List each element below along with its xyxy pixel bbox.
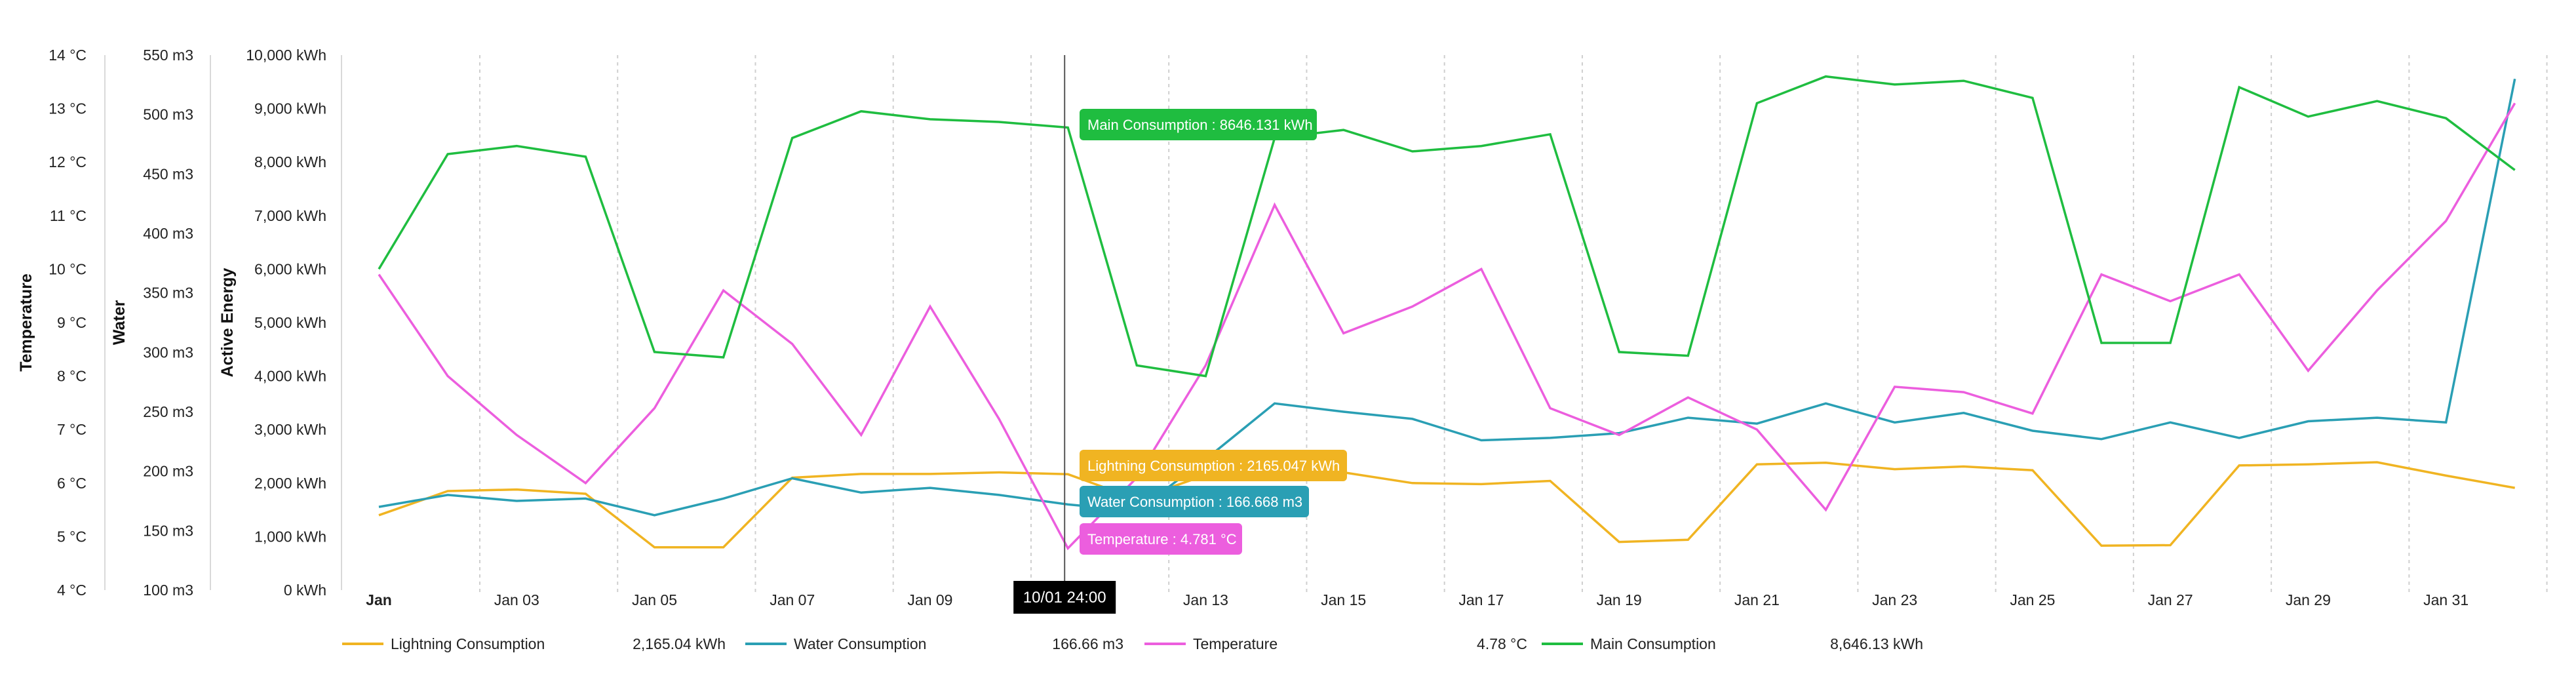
- active-energy-axis: 0 kWh 1,000 kWh 2,000 kWh 3,000 kWh 4,000 kW…: [218, 47, 342, 599]
- x-tick-label: Jan 03: [494, 591, 539, 608]
- water-tick-label: 300 m3: [143, 344, 193, 361]
- active-energy-tick-label: 6,000 kWh: [254, 260, 326, 277]
- water-tick-label: 500 m3: [143, 106, 193, 123]
- lightning-consumption-line: [378, 461, 2516, 549]
- active-energy-tick-label: 8,000 kWh: [254, 153, 326, 170]
- water-axis-title: Water: [110, 300, 128, 345]
- tooltip-text: Temperature : 4.781 °C: [1087, 531, 1237, 547]
- legend-label: Main Consumption: [1590, 635, 1716, 652]
- water-tick-label: 150 m3: [143, 522, 193, 539]
- legend-item-water-consumption[interactable]: Water Consumption 166.66 m3: [745, 635, 1123, 652]
- legend-value: 4.78 °C: [1477, 635, 1527, 652]
- tooltip-box: [1080, 109, 1317, 140]
- temperature-axis-title: Temperature: [17, 273, 35, 372]
- legend-label: Water Consumption: [794, 635, 926, 652]
- legend-label: Lightning Consumption: [391, 635, 545, 652]
- temperature-tick-label: 12 °C: [49, 153, 87, 170]
- water-tick-label: 350 m3: [143, 285, 193, 302]
- active-energy-tick-label: 4,000 kWh: [254, 368, 326, 385]
- legend-label: Temperature: [1193, 635, 1278, 652]
- active-energy-tick-label: 2,000 kWh: [254, 475, 326, 492]
- y-axes: 4 °C 5 °C 6 °C 7 °C 8 °C 9 °C 10 °C 11 °C 12 °C 1…: [17, 47, 342, 599]
- x-tick-label: Jan 05: [632, 591, 677, 608]
- legend-value: 2,165.04 kWh: [633, 635, 726, 652]
- tooltip-box: [1080, 450, 1347, 481]
- tooltips: Main Consumption : 8646.131 kWh Lightning…: [1080, 109, 1347, 555]
- x-tick-label: Jan 07: [770, 591, 815, 608]
- x-tick-label: Jan 29: [2286, 591, 2331, 608]
- legend-item-main-consumption[interactable]: Main Consumption 8,646.13 kWh: [1542, 635, 1923, 652]
- active-energy-axis-title: Active Energy: [218, 268, 237, 378]
- crosshair-date-badge: [1013, 581, 1116, 614]
- tooltip-text: Main Consumption : 8646.131 kWh: [1087, 117, 1313, 133]
- x-tick-label: Jan 27: [2148, 591, 2193, 608]
- active-energy-tick-label: 3,000 kWh: [254, 421, 326, 438]
- x-tick-label: Jan 17: [1458, 591, 1504, 608]
- series-lines: [378, 75, 2516, 551]
- temperature-tick-label: 4 °C: [57, 582, 87, 599]
- temperature-tick-label: 8 °C: [57, 368, 87, 385]
- x-tick-label: Jan 19: [1597, 591, 1642, 608]
- temperature-tick-label: 9 °C: [57, 314, 87, 331]
- crosshair: 10/01 24:00: [1013, 55, 1116, 614]
- water-consumption-line: [378, 78, 2516, 517]
- tooltip-box: [1080, 486, 1309, 517]
- temperature-line: [378, 102, 2516, 551]
- x-tick-label: Jan 13: [1183, 591, 1228, 608]
- water-tick-label: 200 m3: [143, 463, 193, 480]
- temperature-tick-label: 11 °C: [50, 207, 87, 224]
- x-tick-label: Jan: [366, 591, 392, 608]
- active-energy-tick-label: 1,000 kWh: [254, 528, 326, 545]
- x-tick-label: Jan 21: [1734, 591, 1780, 608]
- temperature-tooltip: Temperature : 4.781 °C: [1080, 523, 1242, 555]
- water-tick-label: 400 m3: [143, 225, 193, 242]
- x-tick-label: Jan 25: [2010, 591, 2055, 608]
- main-consumption-tooltip: Main Consumption : 8646.131 kWh: [1080, 109, 1317, 140]
- temperature-tick-label: 10 °C: [49, 260, 87, 277]
- legend: Lightning Consumption 2,165.04 kWh Water C…: [342, 635, 1923, 652]
- crosshair-date-label: 10/01 24:00: [1023, 589, 1106, 606]
- tooltip-box: [1080, 523, 1242, 555]
- temperature-tick-label: 5 °C: [57, 528, 87, 545]
- legend-item-lightning-consumption[interactable]: Lightning Consumption 2,165.04 kWh: [342, 635, 726, 652]
- water-axis: 100 m3 150 m3 200 m3 250 m3 300 m3 350 m3 400 …: [110, 47, 211, 599]
- tooltip-text: Water Consumption : 166.668 m3: [1087, 494, 1302, 510]
- temperature-tick-label: 14 °C: [49, 47, 87, 64]
- active-energy-tick-label: 10,000 kWh: [246, 47, 326, 64]
- legend-item-temperature[interactable]: Temperature 4.78 °C: [1144, 635, 1527, 652]
- lightning-consumption-tooltip: Lightning Consumption : 2165.047 kWh: [1080, 450, 1347, 481]
- active-energy-tick-label: 7,000 kWh: [254, 207, 326, 224]
- x-grid: [479, 55, 2548, 593]
- x-tick-label: Jan 09: [907, 591, 952, 608]
- temperature-tick-label: 7 °C: [57, 421, 87, 438]
- water-tick-label: 250 m3: [143, 403, 193, 420]
- active-energy-tick-label: 9,000 kWh: [254, 100, 326, 117]
- legend-value: 8,646.13 kWh: [1830, 635, 1923, 652]
- temperature-tick-label: 13 °C: [49, 100, 87, 117]
- x-tick-label: Jan 31: [2423, 591, 2469, 608]
- water-tick-label: 550 m3: [143, 47, 193, 64]
- main-consumption-line: [378, 75, 2516, 378]
- legend-value: 166.66 m3: [1052, 635, 1123, 652]
- x-tick-label: Jan 15: [1321, 591, 1366, 608]
- active-energy-tick-label: 5,000 kWh: [254, 314, 326, 331]
- tooltip-text: Lightning Consumption : 2165.047 kWh: [1087, 458, 1340, 474]
- water-tick-label: 100 m3: [143, 582, 193, 599]
- temperature-tick-label: 6 °C: [57, 475, 87, 492]
- x-tick-label: Jan 23: [1872, 591, 1917, 608]
- active-energy-tick-label: 0 kWh: [284, 582, 326, 599]
- water-consumption-tooltip: Water Consumption : 166.668 m3: [1080, 486, 1309, 517]
- temperature-axis: 4 °C 5 °C 6 °C 7 °C 8 °C 9 °C 10 °C 11 °C 12 °C 1…: [17, 47, 106, 599]
- water-tick-label: 450 m3: [143, 165, 193, 182]
